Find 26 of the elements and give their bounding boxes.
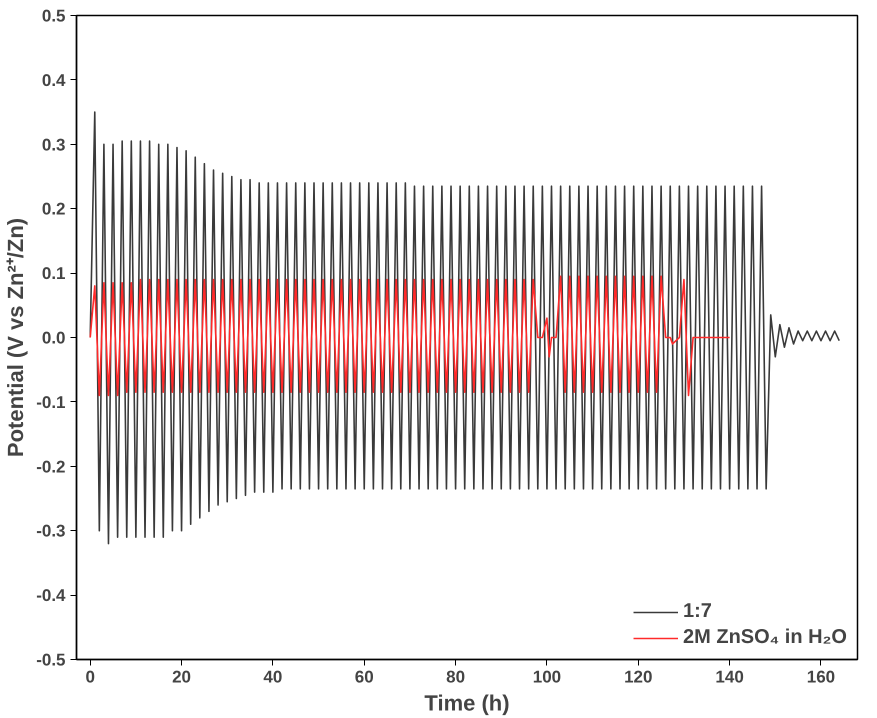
y-tick-label: -0.4: [36, 586, 66, 606]
legend-label: 1:7: [683, 600, 712, 623]
x-tick-label: 160: [806, 668, 836, 686]
y-tick-label: 0.2: [42, 200, 66, 219]
x-tick-label: 60: [354, 668, 374, 686]
y-tick-label: 0.4: [42, 70, 66, 90]
x-tick-label: 0: [85, 668, 95, 686]
x-tick-label: 140: [715, 668, 744, 686]
x-tick-label: 20: [172, 668, 192, 686]
line-series: [89, 111, 840, 544]
x-tick-label: 80: [446, 668, 466, 686]
y-tick-label: 0.1: [42, 264, 66, 284]
y-axis-title: Potential (V vs Zn²⁺/Zn): [3, 218, 28, 458]
legend-label: 2M ZnSO₄ in H₂O: [683, 626, 847, 649]
x-axis-title: Time (h): [424, 690, 510, 716]
y-tick-label: -0.2: [36, 457, 66, 476]
y-tick-label: 0.0: [42, 328, 66, 348]
y-tick-label: -0.5: [36, 650, 66, 670]
x-tick-label: 100: [532, 668, 562, 686]
y-tick-label: 0.5: [42, 6, 66, 26]
x-tick-label: 40: [263, 668, 282, 686]
line-series: [89, 276, 730, 396]
x-tick-label: 120: [624, 668, 652, 686]
y-tick-label: -0.1: [36, 392, 66, 412]
y-tick-label: -0.3: [36, 522, 66, 541]
y-tick-label: 0.3: [42, 135, 66, 154]
